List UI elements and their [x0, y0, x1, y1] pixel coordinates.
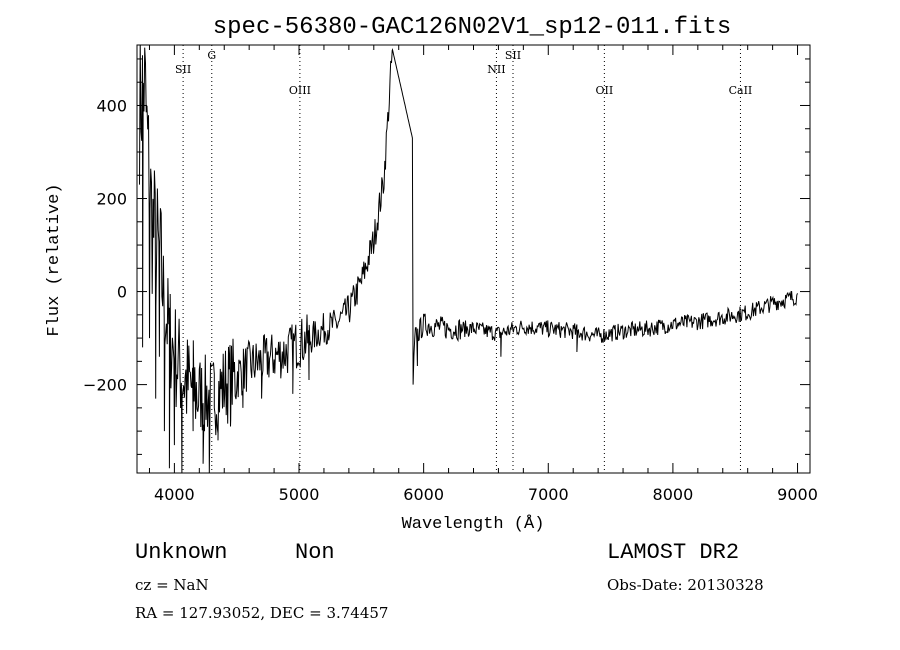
y-tick-label: −200	[83, 376, 127, 395]
x-tick-label: 9000	[777, 485, 818, 504]
x-tick-label: 7000	[528, 485, 569, 504]
x-tick-label: 8000	[653, 485, 694, 504]
class-label: Unknown	[135, 540, 228, 565]
y-axis-label: Flux (relative)	[45, 183, 64, 336]
tick-labels: 4000 5000 6000 7000 8000 9000 −200 0 200 400	[83, 96, 818, 504]
series-layer	[139, 45, 798, 473]
line-marker-label: OIII	[289, 84, 311, 97]
axis-ticks	[137, 45, 810, 473]
x-tick-label: 6000	[403, 485, 444, 504]
redshift-text: cz = NaN	[135, 576, 209, 594]
plot-frame	[136, 44, 811, 474]
line-marker-label: CaII	[729, 84, 753, 97]
subclass-label: Non	[295, 540, 335, 565]
y-tick-label: 200	[96, 190, 127, 209]
x-axis-label: Wavelength (Å)	[402, 515, 545, 534]
x-tick-label: 4000	[154, 485, 195, 504]
ra-dec-text: RA = 127.93052, DEC = 3.74457	[135, 604, 389, 622]
y-tick-label: 400	[96, 96, 127, 115]
chart-title: spec-56380-GAC126N02V1_sp12-011.fits	[213, 14, 731, 41]
x-tick-label: 5000	[279, 485, 320, 504]
line-marker-label: SII	[505, 49, 521, 62]
spectrum-line	[139, 45, 798, 473]
line-marker-label: OII	[596, 84, 614, 97]
obs-date-text: Obs-Date: 20130328	[607, 576, 764, 594]
survey-label: LAMOST DR2	[607, 540, 740, 565]
line-marker-label: SII	[175, 63, 191, 76]
line-marker-label: NII	[487, 63, 505, 76]
y-tick-label: 0	[117, 283, 127, 302]
line-marker-label: G	[207, 49, 216, 62]
